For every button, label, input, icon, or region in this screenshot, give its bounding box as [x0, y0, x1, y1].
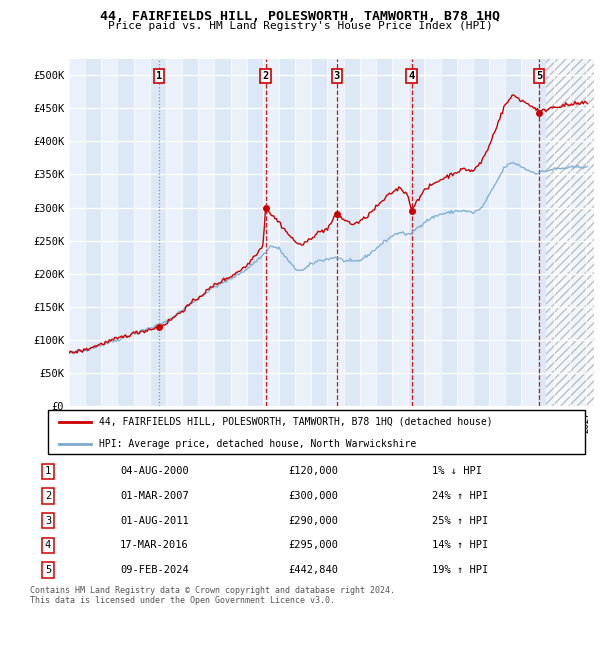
Bar	[69, 58, 85, 406]
Text: 3: 3	[334, 71, 340, 81]
Bar	[586, 58, 600, 406]
Bar	[392, 58, 408, 406]
Text: £290,000: £290,000	[288, 515, 338, 526]
Bar	[279, 58, 295, 406]
Text: 19% ↑ HPI: 19% ↑ HPI	[432, 565, 488, 575]
Text: 2: 2	[45, 491, 51, 501]
Bar	[521, 58, 538, 406]
Text: 01-AUG-2011: 01-AUG-2011	[120, 515, 189, 526]
Text: 44, FAIRFIELDS HILL, POLESWORTH, TAMWORTH, B78 1HQ: 44, FAIRFIELDS HILL, POLESWORTH, TAMWORT…	[100, 10, 500, 23]
Bar	[230, 58, 247, 406]
Bar	[376, 58, 392, 406]
Text: 25% ↑ HPI: 25% ↑ HPI	[432, 515, 488, 526]
Text: 17-MAR-2016: 17-MAR-2016	[120, 540, 189, 551]
Bar	[198, 58, 214, 406]
Text: Contains HM Land Registry data © Crown copyright and database right 2024.
This d: Contains HM Land Registry data © Crown c…	[30, 586, 395, 605]
Bar	[408, 58, 424, 406]
Bar	[570, 58, 586, 406]
Text: 5: 5	[45, 565, 51, 575]
Bar	[101, 58, 118, 406]
Bar	[554, 58, 570, 406]
Text: 3: 3	[45, 515, 51, 526]
Bar	[545, 58, 594, 406]
Text: 4: 4	[409, 71, 415, 81]
Bar	[166, 58, 182, 406]
Bar	[473, 58, 489, 406]
Text: 1: 1	[156, 71, 162, 81]
Bar	[538, 58, 554, 406]
Text: 44, FAIRFIELDS HILL, POLESWORTH, TAMWORTH, B78 1HQ (detached house): 44, FAIRFIELDS HILL, POLESWORTH, TAMWORT…	[99, 417, 493, 427]
Bar	[344, 58, 360, 406]
Bar	[118, 58, 134, 406]
Bar	[214, 58, 230, 406]
Text: HPI: Average price, detached house, North Warwickshire: HPI: Average price, detached house, Nort…	[99, 439, 416, 449]
Bar	[85, 58, 101, 406]
Text: 24% ↑ HPI: 24% ↑ HPI	[432, 491, 488, 501]
Text: 5: 5	[536, 71, 542, 81]
Text: £442,840: £442,840	[288, 565, 338, 575]
Text: 09-FEB-2024: 09-FEB-2024	[120, 565, 189, 575]
Bar	[505, 58, 521, 406]
Bar	[457, 58, 473, 406]
Bar	[489, 58, 505, 406]
Bar	[263, 58, 279, 406]
Bar	[440, 58, 457, 406]
Bar	[182, 58, 198, 406]
Bar	[328, 58, 344, 406]
Text: 04-AUG-2000: 04-AUG-2000	[120, 466, 189, 476]
Text: 1% ↓ HPI: 1% ↓ HPI	[432, 466, 482, 476]
Text: £300,000: £300,000	[288, 491, 338, 501]
Text: 4: 4	[45, 540, 51, 551]
Text: 14% ↑ HPI: 14% ↑ HPI	[432, 540, 488, 551]
Bar	[150, 58, 166, 406]
Text: £295,000: £295,000	[288, 540, 338, 551]
Text: £120,000: £120,000	[288, 466, 338, 476]
Text: Price paid vs. HM Land Registry's House Price Index (HPI): Price paid vs. HM Land Registry's House …	[107, 21, 493, 31]
Text: 01-MAR-2007: 01-MAR-2007	[120, 491, 189, 501]
Bar	[424, 58, 440, 406]
Bar	[295, 58, 311, 406]
Bar	[134, 58, 150, 406]
Text: 2: 2	[262, 71, 269, 81]
Text: 1: 1	[45, 466, 51, 476]
Bar	[360, 58, 376, 406]
Bar	[247, 58, 263, 406]
Bar	[311, 58, 328, 406]
